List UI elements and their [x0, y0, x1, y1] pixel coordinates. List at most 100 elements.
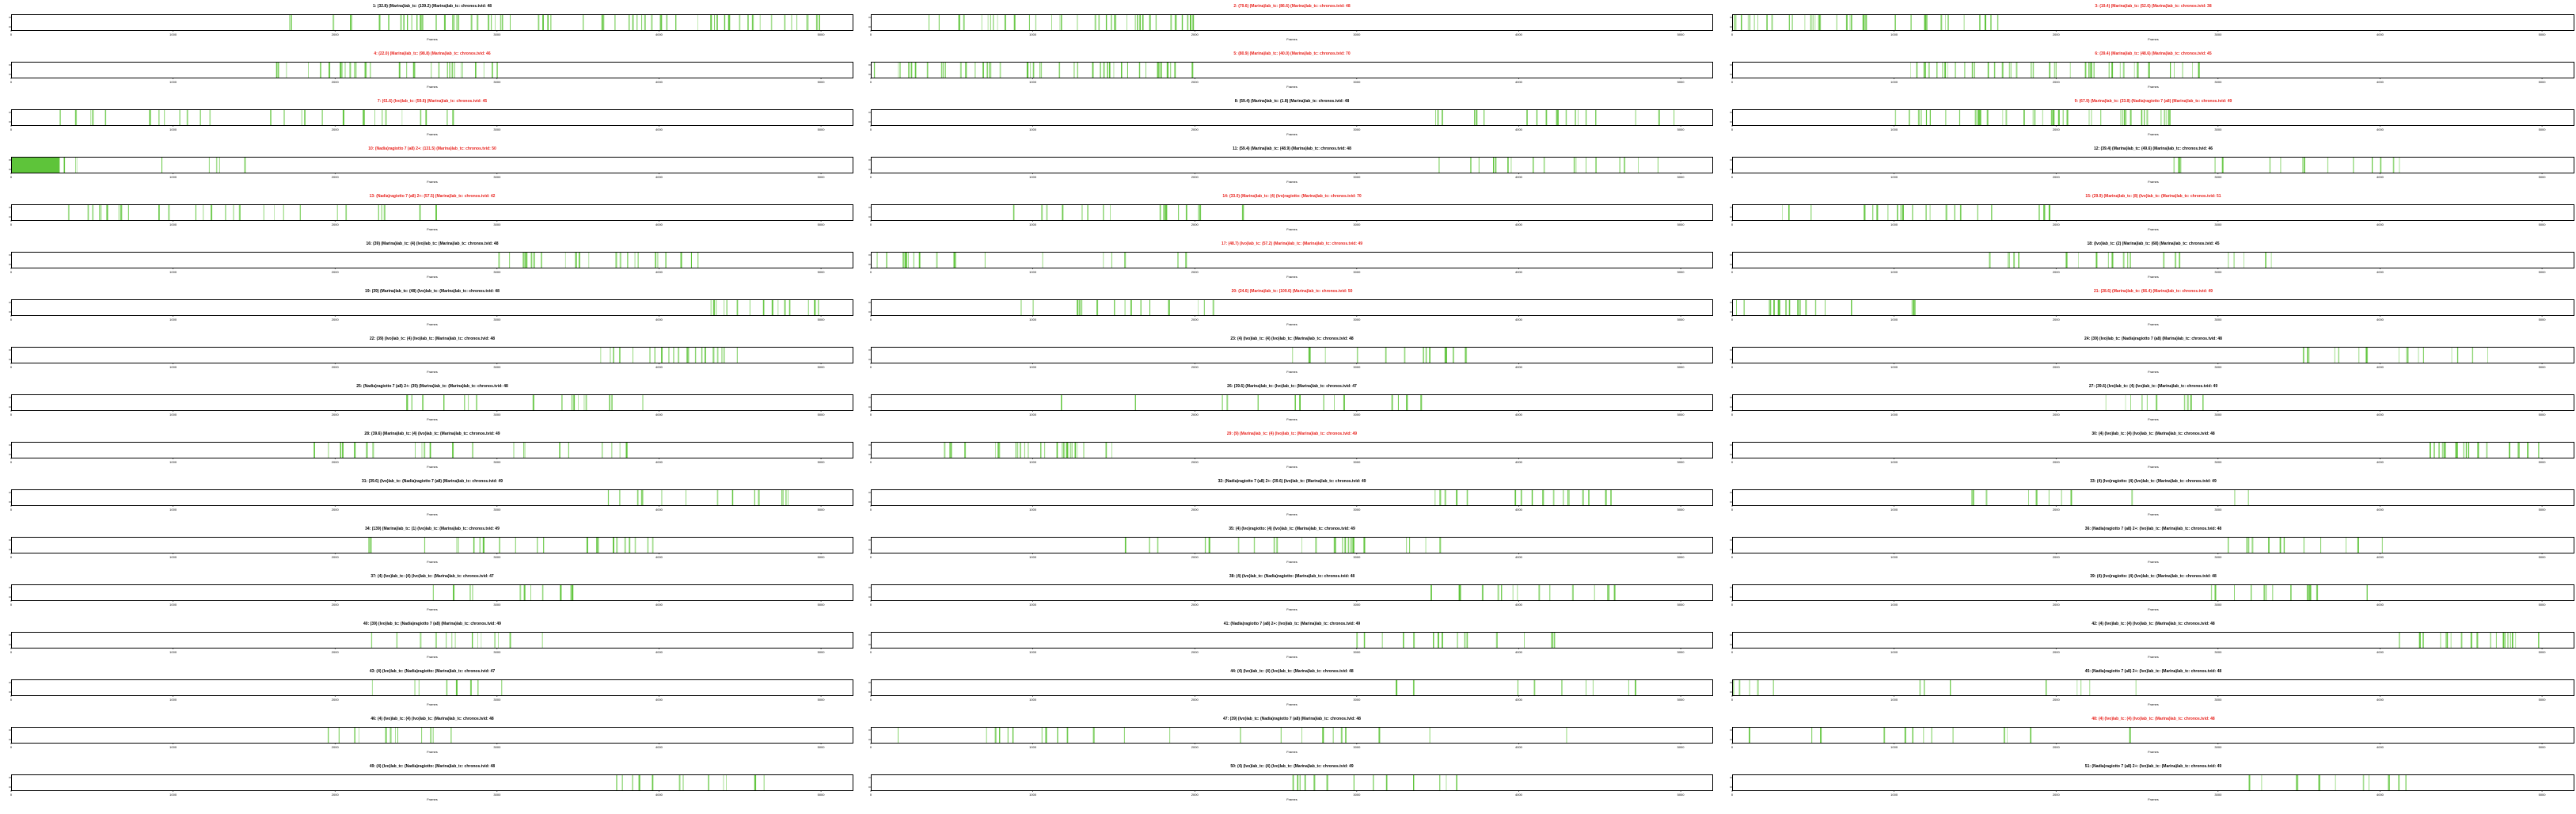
x-tick-label: 0 — [1731, 603, 1734, 607]
x-tick-label: 0 — [1731, 223, 1734, 226]
bar-series — [2430, 442, 2540, 458]
x-tick-label: 5000 — [818, 318, 826, 321]
y-axis — [1730, 302, 1732, 313]
y-axis — [868, 539, 871, 550]
bar — [2444, 442, 2446, 458]
x-tick-label: 0 — [10, 698, 13, 702]
bar — [400, 14, 402, 30]
bar-series — [1989, 252, 2272, 268]
bar — [2144, 109, 2145, 125]
x-tick-label: 3000 — [1353, 318, 1361, 321]
bar — [1130, 299, 1132, 315]
bar — [665, 252, 667, 268]
chart-title: 22: (39) (Ivo)lab_tc: (4) (Ivo)lab_tc: (… — [369, 337, 496, 341]
bar — [424, 442, 426, 458]
plot-frame — [11, 204, 853, 221]
bar — [1059, 14, 1061, 30]
x-tick-label: 2000 — [1191, 80, 1199, 84]
x-tick-label: 3000 — [1353, 650, 1361, 654]
x-tick-label: 1000 — [1029, 698, 1037, 702]
x-tick-label: 5000 — [2539, 175, 2547, 179]
bar — [2168, 109, 2169, 125]
bar — [723, 347, 725, 363]
bar — [419, 204, 421, 220]
x-tick-label: 1000 — [169, 223, 177, 226]
x-tick-label: 3000 — [1353, 745, 1361, 749]
bar — [1191, 62, 1194, 78]
bar — [2057, 109, 2060, 125]
x-tick-label: 4000 — [2377, 650, 2384, 654]
bar — [1409, 537, 1411, 553]
bar — [1452, 347, 1454, 363]
bar — [906, 252, 908, 268]
x-axis-label: Frames — [1286, 560, 1297, 564]
bar — [461, 62, 462, 78]
bar-series — [1430, 584, 1616, 600]
bar — [472, 442, 473, 458]
bar — [938, 14, 940, 30]
bar — [1465, 347, 1466, 363]
x-tick-label: 2000 — [1191, 698, 1199, 702]
bar — [2407, 347, 2409, 363]
x-tick-label: 0 — [870, 508, 872, 512]
x-tick-label: 4000 — [1515, 318, 1523, 321]
x-axis-label: Frames — [1286, 37, 1297, 41]
bar — [1333, 537, 1335, 553]
bar — [1352, 537, 1354, 553]
bar — [647, 537, 649, 553]
x-tick-label: 4000 — [655, 80, 663, 84]
x-axis-label: Frames — [1286, 607, 1297, 611]
bar — [1396, 679, 1398, 695]
bar — [2093, 62, 2095, 78]
bar — [936, 252, 938, 268]
x-tick-label: 4000 — [2377, 32, 2384, 36]
bar — [1997, 14, 1999, 30]
bar — [1457, 632, 1458, 648]
x-tick-label: 3000 — [493, 745, 501, 749]
bar — [1444, 347, 1446, 363]
bar — [2013, 252, 2016, 268]
bar — [1771, 14, 1773, 30]
x-tick-label: 2000 — [332, 650, 340, 654]
bar — [1098, 14, 1100, 30]
bar — [1595, 157, 1597, 173]
x-tick-label: 3000 — [1353, 603, 1361, 607]
bar — [1747, 14, 1749, 30]
bar — [1872, 204, 1874, 220]
bar — [476, 394, 478, 410]
x-tick-label: 4000 — [1515, 270, 1523, 274]
y-axis — [868, 587, 871, 598]
x-axis-label: Frames — [427, 702, 438, 706]
bar — [1073, 62, 1075, 78]
x-tick-label: 1000 — [1029, 555, 1037, 559]
bar — [1952, 727, 1954, 743]
x-tick-label: 1000 — [1890, 603, 1898, 607]
bar — [1257, 394, 1259, 410]
x-tick-label: 5000 — [1677, 80, 1685, 84]
bar — [2130, 252, 2131, 268]
bar — [1308, 347, 1310, 363]
x-axis-label: Frames — [1286, 275, 1297, 279]
bar — [1575, 109, 1576, 125]
bar — [1253, 537, 1256, 553]
bar — [782, 489, 784, 505]
bar — [697, 14, 698, 30]
bar — [118, 204, 120, 220]
bar — [1628, 679, 1629, 695]
bar — [1437, 109, 1439, 125]
bar — [1111, 252, 1112, 268]
x-tick-label: 3000 — [2214, 127, 2222, 131]
bar — [370, 537, 372, 553]
bar — [642, 394, 644, 410]
bar — [1103, 252, 1104, 268]
x-tick-label: 2000 — [2053, 270, 2061, 274]
bar — [2038, 204, 2040, 220]
x-tick-label: 2000 — [1191, 508, 1199, 512]
bar — [2202, 394, 2204, 410]
